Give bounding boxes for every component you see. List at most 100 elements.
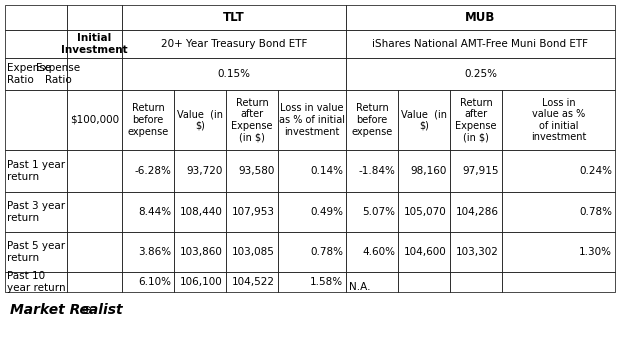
Text: Past 5 year
return: Past 5 year return	[7, 241, 65, 263]
Bar	[5, 30, 67, 58]
Text: Past 3 year
return: Past 3 year return	[7, 201, 65, 223]
Bar	[122, 30, 346, 58]
Bar	[226, 232, 278, 272]
Text: Past 1 year
return: Past 1 year return	[7, 160, 65, 182]
Text: 93,720: 93,720	[187, 166, 223, 176]
Text: 93,580: 93,580	[239, 166, 275, 176]
Bar	[502, 192, 615, 232]
Bar	[398, 150, 450, 192]
Text: 103,302: 103,302	[456, 247, 499, 257]
Text: 97,915: 97,915	[463, 166, 499, 176]
Bar	[450, 232, 502, 272]
Text: Return
after
Expense
(in $): Return after Expense (in $)	[231, 98, 273, 142]
Bar	[398, 192, 450, 232]
Bar	[122, 272, 174, 292]
Text: Expense
Ratio: Expense Ratio	[7, 63, 51, 85]
Bar	[450, 272, 502, 292]
Bar	[122, 5, 346, 30]
Bar	[450, 192, 502, 232]
Text: 0.49%: 0.49%	[310, 207, 343, 217]
Bar	[502, 90, 615, 150]
Bar	[122, 232, 174, 272]
Text: 5.07%: 5.07%	[362, 207, 395, 217]
Bar	[67, 90, 122, 150]
Text: -6.28%: -6.28%	[134, 166, 171, 176]
Bar	[226, 90, 278, 150]
Bar	[398, 90, 450, 150]
Bar	[174, 272, 226, 292]
Bar	[226, 150, 278, 192]
Text: 104,522: 104,522	[232, 277, 275, 287]
Bar	[346, 90, 398, 150]
Text: Expense
Ratio: Expense Ratio	[36, 63, 80, 85]
Bar	[5, 150, 67, 192]
Text: 103,085: 103,085	[232, 247, 275, 257]
Text: 107,953: 107,953	[232, 207, 275, 217]
Bar	[67, 5, 122, 30]
Text: 0.78%: 0.78%	[579, 207, 612, 217]
Text: 108,440: 108,440	[180, 207, 223, 217]
Bar	[346, 5, 615, 30]
Bar	[122, 192, 174, 232]
Bar	[5, 192, 67, 232]
Text: 104,600: 104,600	[404, 247, 447, 257]
Text: 20+ Year Treasury Bond ETF: 20+ Year Treasury Bond ETF	[161, 39, 307, 49]
Bar	[67, 192, 122, 232]
Bar	[67, 232, 122, 272]
Text: Return
after
Expense
(in $): Return after Expense (in $)	[455, 98, 497, 142]
Bar	[174, 150, 226, 192]
Text: N.A.: N.A.	[349, 282, 371, 292]
Text: -1.84%: -1.84%	[358, 166, 395, 176]
Bar	[5, 5, 67, 30]
Text: 0.25%: 0.25%	[464, 69, 497, 79]
Bar	[346, 192, 398, 232]
Bar	[502, 272, 615, 292]
Bar	[398, 272, 450, 292]
Bar	[346, 150, 398, 192]
Bar	[122, 150, 174, 192]
Text: Loss in
value as %
of initial
investment: Loss in value as % of initial investment	[531, 98, 586, 142]
Text: 98,160: 98,160	[410, 166, 447, 176]
Bar	[278, 90, 346, 150]
Text: Value  (in
$): Value (in $)	[177, 109, 223, 131]
Text: 0.78%: 0.78%	[310, 247, 343, 257]
Bar	[67, 272, 122, 292]
Text: 0.24%: 0.24%	[579, 166, 612, 176]
Bar	[278, 192, 346, 232]
Text: 3.86%: 3.86%	[138, 247, 171, 257]
Text: ⊕: ⊕	[82, 303, 92, 316]
Bar	[278, 150, 346, 192]
Text: Past 10
year return: Past 10 year return	[7, 271, 66, 293]
Bar	[502, 150, 615, 192]
Text: MUB: MUB	[466, 11, 495, 24]
Bar	[278, 272, 346, 292]
Bar	[226, 192, 278, 232]
Bar	[450, 90, 502, 150]
Bar	[122, 90, 174, 150]
Text: $100,000: $100,000	[70, 115, 119, 125]
Text: Value  (in
$): Value (in $)	[401, 109, 447, 131]
Bar	[226, 272, 278, 292]
Bar	[122, 58, 346, 90]
Text: 8.44%: 8.44%	[138, 207, 171, 217]
Bar	[398, 232, 450, 272]
Bar	[346, 30, 615, 58]
Bar	[174, 90, 226, 150]
Bar	[346, 58, 615, 90]
Bar	[174, 232, 226, 272]
Text: 0.15%: 0.15%	[218, 69, 250, 79]
Bar	[67, 150, 122, 192]
Text: Return
before
expense: Return before expense	[352, 103, 392, 136]
Bar	[450, 150, 502, 192]
Bar	[67, 58, 122, 90]
Text: 106,100: 106,100	[180, 277, 223, 287]
Bar	[346, 232, 398, 272]
Text: iShares National AMT-Free Muni Bond ETF: iShares National AMT-Free Muni Bond ETF	[373, 39, 588, 49]
Text: Loss in value
as % of initial
investment: Loss in value as % of initial investment	[279, 103, 345, 136]
Text: 105,070: 105,070	[404, 207, 447, 217]
Text: 4.60%: 4.60%	[362, 247, 395, 257]
Bar	[5, 272, 67, 292]
Text: Return
before
expense: Return before expense	[127, 103, 169, 136]
Text: Market Realist: Market Realist	[10, 303, 123, 317]
Bar	[5, 232, 67, 272]
